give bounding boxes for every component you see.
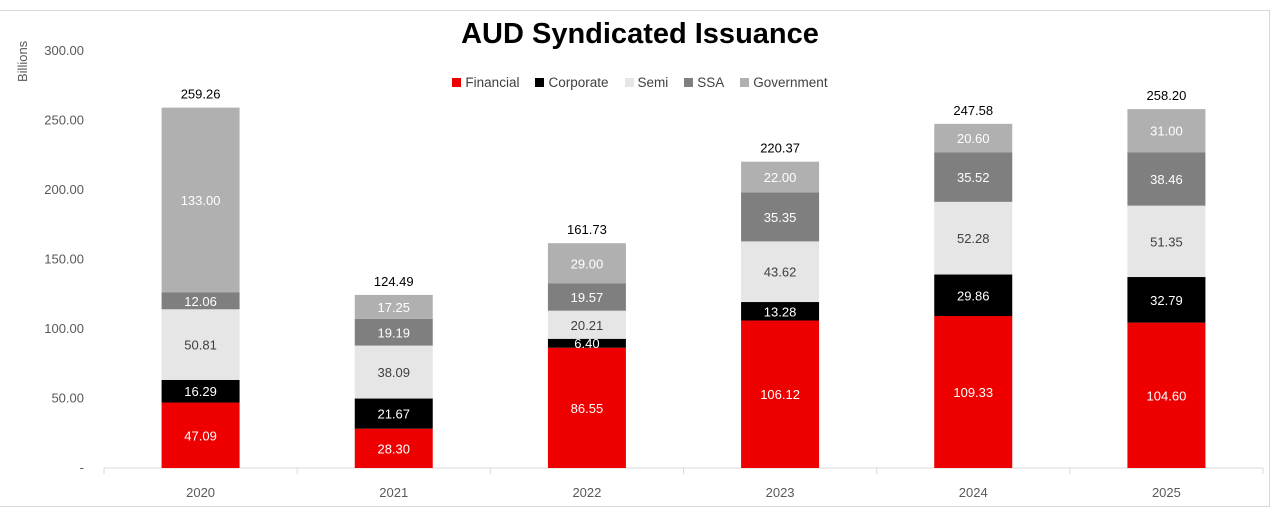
bar-segment-ssa [934, 152, 1013, 202]
legend-label: SSA [697, 75, 725, 90]
y-tick-label: 200.00 [44, 182, 84, 197]
data-label: 13.28 [764, 304, 797, 319]
legend-item: Financial [452, 75, 519, 90]
total-label: 247.58 [953, 103, 993, 118]
data-label: 31.00 [1150, 124, 1183, 139]
total-label: 124.49 [374, 274, 414, 289]
y-tick-label: 100.00 [44, 321, 84, 336]
bar-segment-corporate [354, 398, 433, 429]
data-label: 38.46 [1150, 172, 1183, 187]
data-label: 104.60 [1147, 388, 1187, 403]
data-label: 12.06 [184, 294, 217, 309]
bar-segment-ssa [741, 192, 820, 242]
legend-swatch [740, 78, 750, 87]
bar-segment-ssa [161, 292, 240, 310]
data-label: 32.79 [1150, 293, 1183, 308]
data-label: 21.67 [377, 407, 410, 422]
data-label: 29.86 [957, 288, 990, 303]
legend-swatch [624, 78, 634, 87]
total-label: 259.26 [181, 87, 221, 102]
bar-segment-corporate [741, 302, 820, 321]
bar-segment-financial [934, 316, 1013, 468]
data-label: 29.00 [571, 256, 604, 271]
data-label: 35.52 [957, 170, 990, 185]
data-label: 22.00 [764, 170, 797, 185]
bar-segment-corporate [547, 338, 626, 348]
legend: Financial Corporate Semi SSA Government [0, 75, 1280, 90]
bar-segment-financial [354, 428, 433, 468]
y-tick-label: 150.00 [44, 252, 84, 267]
data-label: 51.35 [1150, 234, 1183, 249]
data-label: 50.81 [184, 338, 217, 353]
chart-title: AUD Syndicated Issuance [461, 18, 819, 50]
x-tick-label: 2023 [766, 485, 795, 500]
bar-segment-corporate [161, 379, 240, 403]
data-label: 17.25 [377, 300, 410, 315]
x-tick-label: 2024 [959, 485, 988, 500]
bar-segment-government [161, 107, 240, 293]
x-tick-label: 2022 [572, 485, 601, 500]
data-label: 20.21 [571, 318, 604, 333]
legend-label: Corporate [548, 75, 609, 90]
bar-segment-corporate [1127, 277, 1206, 323]
bar-segment-financial [1127, 322, 1206, 468]
legend-label: Financial [465, 75, 520, 90]
data-label: 19.19 [377, 325, 410, 340]
data-label: 43.62 [764, 265, 797, 280]
x-tick-label: 2020 [186, 485, 215, 500]
y-tick-label: 300.00 [44, 43, 84, 58]
total-label: 220.37 [760, 141, 800, 156]
data-label: 133.00 [181, 193, 221, 208]
total-label: 161.73 [567, 222, 607, 237]
data-label: 38.09 [377, 365, 410, 380]
bar-segment-government [354, 294, 433, 319]
bar-segment-government [934, 123, 1013, 153]
data-label: 52.28 [957, 231, 990, 246]
bar-segment-financial [547, 347, 626, 468]
bar-segment-ssa [547, 283, 626, 311]
data-label: 20.60 [957, 131, 990, 146]
legend-swatch [452, 78, 462, 87]
data-label: 19.57 [571, 290, 604, 305]
data-label: 106.12 [760, 387, 800, 402]
bar-segment-financial [741, 320, 820, 468]
bar-segment-ssa [1127, 152, 1206, 206]
data-label: 35.35 [764, 210, 797, 225]
legend-item: Government [740, 75, 828, 90]
x-tick-label: 2021 [379, 485, 408, 500]
legend-item: SSA [684, 75, 724, 90]
y-tick-label: - [80, 460, 84, 475]
bar-segment-government [547, 243, 626, 284]
data-label: 16.29 [184, 384, 217, 399]
legend-label: Government [753, 75, 828, 90]
bar-segment-ssa [354, 318, 433, 346]
data-label: 109.33 [953, 385, 993, 400]
bar-segment-semi [741, 241, 820, 303]
y-tick-label: 250.00 [44, 113, 84, 128]
bar-segment-semi [161, 309, 240, 380]
legend-label: Semi [637, 75, 669, 90]
bar-segment-semi [547, 310, 626, 339]
legend-swatch [684, 78, 694, 87]
bar-segment-financial [161, 402, 240, 468]
bar-segment-government [741, 161, 820, 193]
bar-segment-semi [1127, 205, 1206, 278]
bar-segment-corporate [934, 274, 1013, 317]
legend-swatch [535, 78, 545, 87]
bar-segment-government [1127, 109, 1206, 153]
data-label: 6.40 [574, 336, 599, 351]
legend-item: Corporate [535, 75, 609, 90]
data-label: 47.09 [184, 428, 217, 443]
chart-frame [0, 10, 1270, 507]
data-label: 28.30 [377, 441, 410, 456]
bar-segment-semi [934, 201, 1013, 275]
bar-segment-semi [354, 345, 433, 399]
total-label: 258.20 [1147, 88, 1187, 103]
x-tick-label: 2025 [1152, 485, 1181, 500]
y-tick-label: 50.00 [51, 391, 84, 406]
data-label: 86.55 [571, 401, 604, 416]
legend-item: Semi [624, 75, 669, 90]
